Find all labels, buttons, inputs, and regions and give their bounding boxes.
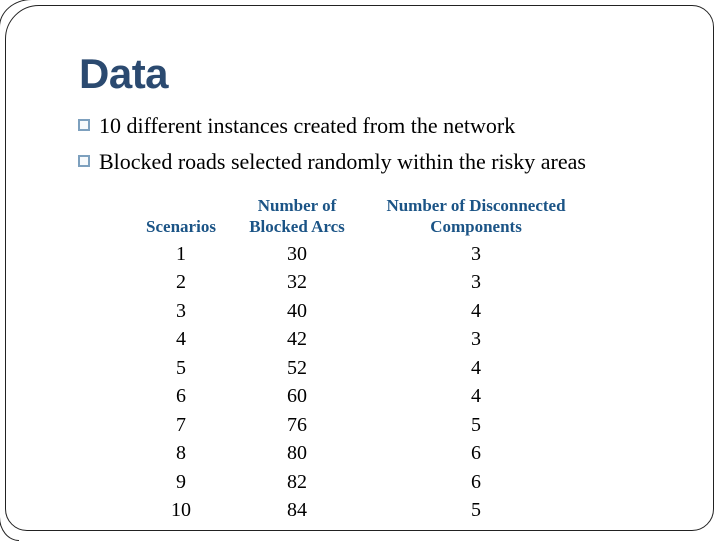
cell-scenario: 3 [176,299,186,322]
table-row: 8 80 6 [122,440,598,469]
cell-blocked-arcs: 42 [287,328,307,351]
table-row: 6 60 4 [122,383,598,412]
cell-disconnected-components: 3 [471,328,481,351]
cell-blocked-arcs: 80 [287,442,307,465]
cell-blocked-arcs: 32 [287,271,307,294]
slide-title: Data [79,50,169,97]
cell-blocked-arcs: 40 [287,299,307,322]
cell-blocked-arcs: 84 [287,499,307,522]
cell-disconnected-components: 6 [471,442,481,465]
cell-disconnected-components: 4 [471,356,481,379]
table-row: 4 42 3 [122,326,598,355]
cell-disconnected-components: 3 [471,242,481,265]
data-table-header: Scenarios Number of Blocked Arcs Number … [122,195,598,240]
cell-blocked-arcs: 30 [287,242,307,265]
square-bullet-icon [78,154,90,167]
cell-disconnected-components: 3 [471,271,481,294]
table-row: 7 76 5 [122,411,598,440]
bullet-item: 10 different instances created from the … [78,112,658,141]
table-row: 3 40 4 [122,297,598,326]
cell-scenario: 2 [176,271,186,294]
square-bullet-icon [78,119,90,131]
bullet-text: Blocked roads selected randomly within t… [99,148,586,174]
cell-scenario: 7 [176,413,186,436]
bullet-item: Blocked roads selected randomly within t… [78,148,658,177]
cell-disconnected-components: 5 [471,413,481,436]
cell-scenario: 5 [176,356,186,379]
table-row: 2 32 3 [122,269,598,298]
cell-disconnected-components: 4 [471,299,481,322]
column-header-disconnected-components: Number of Disconnected Components [386,196,566,236]
cell-blocked-arcs: 76 [287,413,307,436]
bullet-list: 10 different instances created from the … [78,112,658,183]
data-table: Scenarios Number of Blocked Arcs Number … [122,195,598,525]
cell-disconnected-components: 6 [471,470,481,493]
table-row: 9 82 6 [122,468,598,497]
cell-scenario: 9 [176,470,186,493]
bullet-text: 10 different instances created from the … [99,113,516,138]
data-table-body: 1 30 3 2 32 3 3 40 4 4 42 3 5 52 4 6 [122,240,598,525]
table-row: 1 30 3 [122,240,598,269]
cell-blocked-arcs: 60 [287,385,307,408]
bottom-left-corner-arc [0,517,19,541]
cell-disconnected-components: 4 [471,385,481,408]
cell-scenario: 6 [176,385,186,408]
table-row: 10 84 5 [122,497,598,526]
cell-blocked-arcs: 52 [287,356,307,379]
top-left-corner-arc [0,0,32,27]
cell-scenario: 4 [176,328,186,351]
cell-scenario: 1 [176,242,186,265]
column-header-scenarios: Scenarios [146,217,216,236]
column-header-blocked-arcs: Number of Blocked Arcs [249,196,345,236]
cell-scenario: 10 [171,499,191,522]
table-row: 5 52 4 [122,354,598,383]
cell-disconnected-components: 5 [471,499,481,522]
cell-blocked-arcs: 82 [287,470,307,493]
cell-scenario: 8 [176,442,186,465]
